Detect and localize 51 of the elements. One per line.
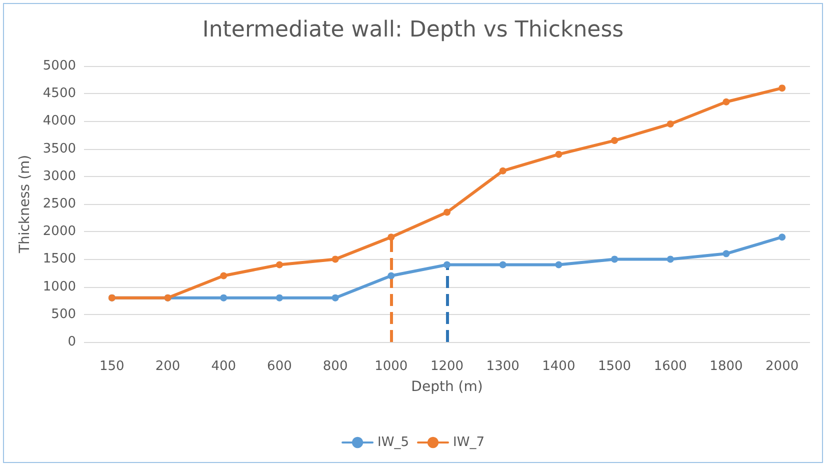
point [332,256,339,263]
x-tick-label: 2000 [766,359,799,374]
point [611,137,618,144]
y-tick-label: 0 [68,334,76,350]
point [666,120,674,128]
y-tick-label: 1000 [42,279,76,294]
x-tick-label: 1400 [542,359,576,374]
x-tick-label: 1300 [486,359,520,374]
point [220,272,228,280]
point [276,261,283,268]
point [444,261,450,268]
x-tick-label: 600 [267,359,292,374]
point [666,256,674,263]
point [555,150,562,158]
point [276,294,283,302]
y-tick-label: 2500 [42,196,76,212]
y-tick-label: 3500 [42,141,76,156]
x-tick-label: 1800 [710,359,743,374]
point [444,208,450,216]
y-tick-label: 5000 [42,58,76,74]
legend-label: IW_5 [378,435,410,450]
point [499,167,506,174]
x-tick-label: 800 [322,359,348,374]
x-axis-title: Depth (m) [411,379,483,395]
point [499,261,506,268]
point [388,234,395,241]
y-tick-label: 2000 [42,224,76,240]
y-axis-title: Thickness (m) [17,154,34,254]
point [332,294,339,302]
x-tick-label: 1500 [598,359,632,374]
point [388,272,395,280]
point [220,294,228,302]
point [778,84,786,92]
x-tick-label: 1000 [374,359,408,374]
y-tick-label: 500 [51,306,76,322]
y-tick-label: 1500 [42,252,76,267]
x-tick-label: 150 [100,359,124,374]
x-tick-label: 1200 [430,359,464,374]
point [778,234,786,241]
point [722,250,730,258]
x-tick-label: 400 [211,359,236,374]
x-tick-label: 1600 [654,359,687,374]
chart-title: Intermediate wall: Depth vs Thickness [202,18,624,42]
y-tick-label: 3000 [42,168,76,184]
point [555,261,562,268]
point [722,98,730,106]
legend-label: IW_7 [453,435,484,450]
x-tick-label: 200 [155,359,180,374]
y-tick-label: 4500 [42,86,76,102]
point [611,256,618,263]
y-tick-label: 4000 [42,114,76,129]
